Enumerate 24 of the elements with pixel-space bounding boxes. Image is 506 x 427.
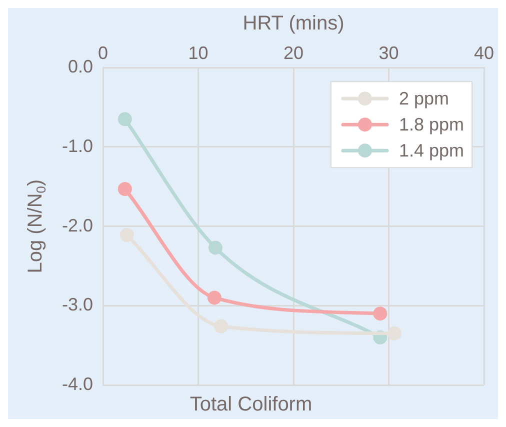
point — [207, 290, 222, 305]
point — [387, 326, 402, 340]
x-tick-label: 0 — [98, 42, 108, 63]
point — [118, 182, 132, 196]
point — [120, 228, 134, 242]
x-tick-label: 20 — [283, 42, 304, 63]
point — [373, 306, 388, 321]
point — [208, 240, 222, 255]
y-tick-label: -4.0 — [62, 374, 94, 394]
point — [118, 112, 132, 126]
x-axis-title: HRT (mins) — [242, 12, 344, 35]
text: Total Coliform — [190, 394, 312, 416]
legend-label: 2 ppm — [398, 88, 449, 109]
y-tick-label: 0.0 — [68, 56, 94, 77]
y-tick-label: -3.0 — [62, 294, 94, 315]
y-tick-label: -2.0 — [62, 215, 94, 236]
point — [214, 319, 228, 334]
x-tick-label: 30 — [378, 42, 399, 63]
legend-label: 1.4 ppm — [398, 140, 464, 161]
y-tick-label: -1.0 — [62, 136, 94, 156]
y-axis-title: Log (N/N0) — [24, 179, 49, 274]
legend-label: 1.8 ppm — [398, 114, 464, 135]
x-tick-label: 10 — [188, 42, 208, 63]
x-tick-label: 40 — [474, 42, 494, 63]
